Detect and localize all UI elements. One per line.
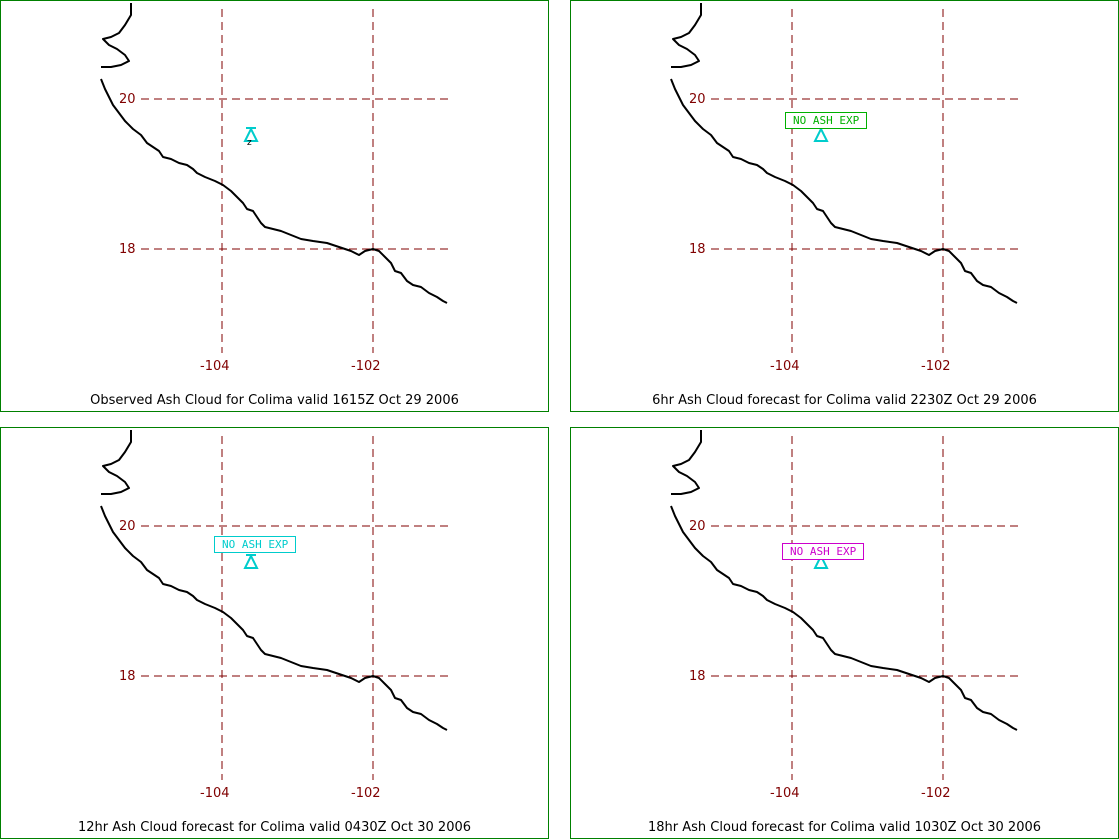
lon-label-102: -102 [921, 359, 951, 374]
lon-label-104: -104 [770, 786, 800, 801]
lon-label-102: -102 [351, 359, 381, 374]
volcano-mark-text: z [247, 138, 252, 148]
lon-label-104: -104 [200, 359, 230, 374]
map-panel-observed: 20 18 -104 -102 z Observed Ash Cloud for… [0, 0, 549, 412]
coastline-main [100, 505, 448, 731]
map-panel-18hr: 20 18 -104 -102 NO ASH EXP 18hr Ash Clou… [570, 427, 1119, 839]
coastline-north [671, 430, 702, 495]
no-ash-label: NO ASH EXP [214, 536, 297, 553]
coastline-north [671, 3, 702, 68]
no-ash-label: NO ASH EXP [782, 543, 865, 560]
lon-label-104: -104 [770, 359, 800, 374]
lat-label-20: 20 [119, 92, 136, 107]
map-canvas: 20 18 -104 -102 [100, 430, 451, 801]
coastline-main [670, 505, 1018, 731]
map-canvas: 20 18 -104 -102 [670, 3, 1021, 374]
volcano-triangle-icon [813, 126, 829, 142]
lon-label-102: -102 [351, 786, 381, 801]
panel-caption: 18hr Ash Cloud forecast for Colima valid… [647, 820, 1042, 835]
lat-label-18: 18 [119, 242, 136, 257]
lon-label-102: -102 [921, 786, 951, 801]
panel-caption: 12hr Ash Cloud forecast for Colima valid… [77, 820, 472, 835]
lat-label-20: 20 [119, 519, 136, 534]
lat-label-20: 20 [689, 519, 706, 534]
map-panel-6hr: 20 18 -104 -102 NO ASH EXP 6hr Ash Cloud… [570, 0, 1119, 412]
coastline-north [101, 3, 132, 68]
panel-caption: 6hr Ash Cloud forecast for Colima valid … [652, 393, 1037, 408]
lat-label-18: 18 [119, 669, 136, 684]
volcano-triangle-icon: z [243, 126, 259, 148]
map-canvas: 20 18 -104 -102 z [100, 3, 451, 374]
coastline-main [670, 78, 1018, 304]
volcano-triangle-icon [243, 553, 259, 569]
no-ash-label: NO ASH EXP [785, 112, 868, 129]
coastline-main [100, 78, 448, 304]
lat-label-20: 20 [689, 92, 706, 107]
map-canvas: 20 18 -104 -102 [670, 430, 1021, 801]
lon-label-104: -104 [200, 786, 230, 801]
map-panel-12hr: 20 18 -104 -102 NO ASH EXP 12hr Ash Clou… [0, 427, 549, 839]
coastline-north [101, 430, 132, 495]
panel-caption: Observed Ash Cloud for Colima valid 1615… [90, 393, 459, 408]
lat-label-18: 18 [689, 242, 706, 257]
lat-label-18: 18 [689, 669, 706, 684]
